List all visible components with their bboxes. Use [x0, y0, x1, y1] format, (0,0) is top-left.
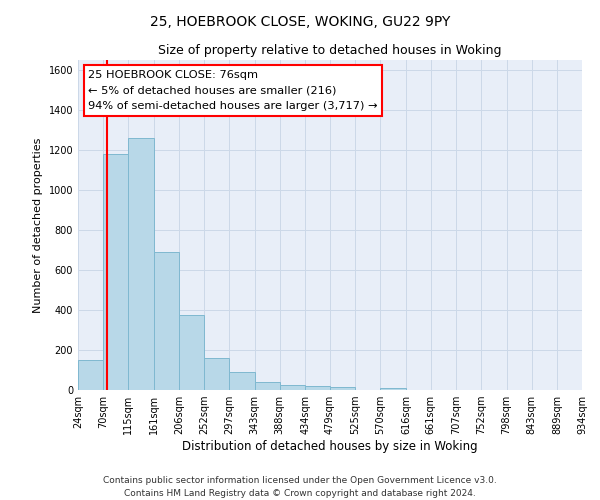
Bar [330, 387, 355, 390]
Text: Contains public sector information licensed under the Open Government Licence v3: Contains public sector information licen… [103, 476, 497, 485]
X-axis label: Distribution of detached houses by size in Woking: Distribution of detached houses by size … [182, 440, 478, 453]
Text: Contains HM Land Registry data © Crown copyright and database right 2024.: Contains HM Land Registry data © Crown c… [124, 488, 476, 498]
Bar [204, 358, 229, 390]
Bar [154, 252, 179, 390]
Text: 25 HOEBROOK CLOSE: 76sqm
← 5% of detached houses are smaller (216)
94% of semi-d: 25 HOEBROOK CLOSE: 76sqm ← 5% of detache… [88, 70, 377, 111]
Title: Size of property relative to detached houses in Woking: Size of property relative to detached ho… [158, 44, 502, 58]
Bar [179, 315, 204, 390]
Bar [280, 385, 305, 390]
Y-axis label: Number of detached properties: Number of detached properties [33, 138, 43, 312]
Bar [78, 360, 103, 390]
Text: 25, HOEBROOK CLOSE, WOKING, GU22 9PY: 25, HOEBROOK CLOSE, WOKING, GU22 9PY [150, 15, 450, 29]
Bar [254, 382, 280, 390]
Bar [305, 386, 330, 390]
Bar [103, 154, 128, 390]
Bar [128, 138, 154, 390]
Bar [380, 388, 406, 390]
Bar [229, 372, 254, 390]
